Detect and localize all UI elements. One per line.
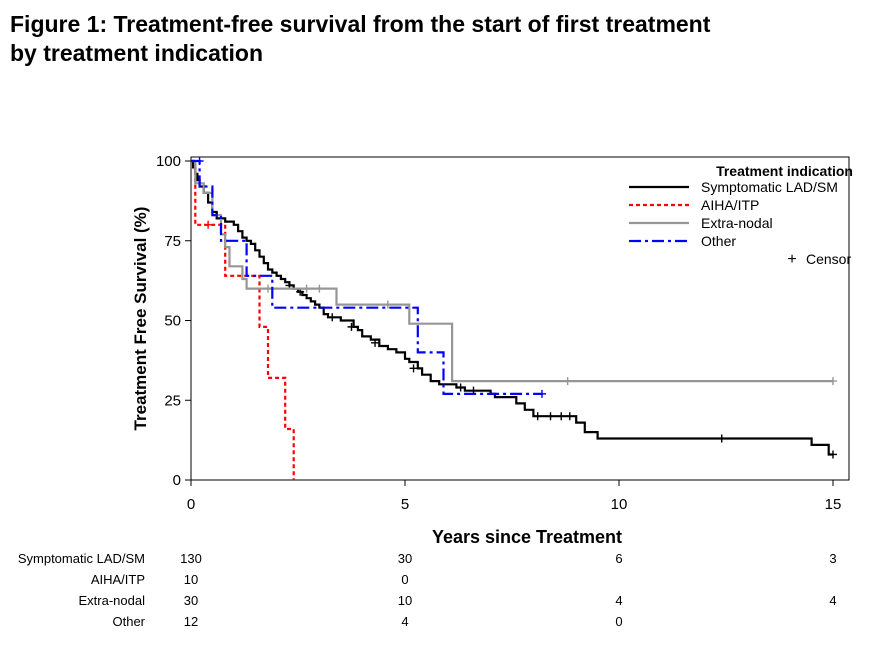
censor-mark — [563, 377, 572, 386]
risk-count: 12 — [184, 614, 198, 629]
censor-mark — [565, 412, 574, 421]
censor-mark — [717, 434, 726, 443]
series-line — [191, 159, 542, 395]
legend-item-label: Extra-nodal — [701, 215, 773, 231]
y-tick-label: 25 — [164, 392, 181, 409]
censor-mark — [347, 322, 356, 331]
x-tick-label: 10 — [611, 496, 628, 513]
series-line — [191, 159, 833, 456]
censor-mark — [264, 284, 273, 293]
risk-count: 130 — [180, 551, 202, 566]
risk-count: 0 — [401, 572, 408, 587]
risk-row-label: Extra-nodal — [79, 593, 146, 608]
y-axis-label: Treatment Free Survival (%) — [131, 207, 150, 431]
risk-count: 30 — [398, 551, 412, 566]
figure-title-line-2: by treatment indication — [10, 40, 264, 66]
x-axis: 0 5 10 15 Years since Treatment — [187, 480, 842, 547]
risk-row-label: Other — [112, 614, 145, 629]
censor-mark — [533, 412, 542, 421]
y-tick-label: 0 — [173, 472, 181, 489]
y-tick-label: 75 — [164, 233, 181, 250]
censor-mark — [409, 364, 418, 373]
figure-title: Figure 1: Treatment-free survival from t… — [10, 10, 860, 68]
survival-curves — [191, 157, 837, 480]
x-tick-label: 15 — [825, 496, 842, 513]
censor-mark — [302, 284, 311, 293]
legend-item-label: AIHA/ITP — [701, 197, 759, 213]
x-tick-label: 0 — [187, 496, 195, 513]
risk-row-label: AIHA/ITP — [91, 572, 145, 587]
risk-count: 30 — [184, 593, 198, 608]
risk-count: 10 — [184, 572, 198, 587]
x-tick-label: 5 — [401, 496, 409, 513]
censor-legend-label: Censor — [806, 251, 851, 267]
legend-item-label: Other — [701, 233, 736, 249]
figure-title-line-1: Figure 1: Treatment-free survival from t… — [10, 11, 711, 37]
risk-count: 10 — [398, 593, 412, 608]
censor-mark — [371, 338, 380, 347]
series-0 — [191, 159, 837, 459]
risk-row-label: Symptomatic LAD/SM — [18, 551, 145, 566]
censor-mark — [204, 220, 213, 229]
censor-mark — [829, 450, 837, 459]
series-1 — [191, 159, 295, 480]
censor-mark — [456, 383, 465, 392]
censor-mark — [383, 300, 392, 309]
y-tick-label: 50 — [164, 313, 181, 330]
legend-title: Treatment indication — [716, 163, 853, 179]
risk-count: 4 — [401, 614, 408, 629]
risk-count: 4 — [829, 593, 836, 608]
risk-count: 6 — [615, 551, 622, 566]
series-2 — [191, 159, 837, 386]
censor-mark — [195, 157, 204, 165]
risk-count: 3 — [829, 551, 836, 566]
legend-item-label: Symptomatic LAD/SM — [701, 179, 838, 195]
y-axis: 0 25 50 75 100 Treatment Free Survival (%) — [131, 153, 191, 489]
x-axis-label: Years since Treatment — [432, 527, 622, 547]
censor-legend-symbol: + — [787, 251, 796, 268]
censor-mark — [537, 389, 546, 398]
y-tick-label: 100 — [156, 153, 181, 170]
risk-count: 4 — [615, 593, 622, 608]
series-3 — [191, 157, 546, 398]
censor-mark — [557, 412, 566, 421]
series-line — [191, 159, 833, 383]
plot-frame — [190, 156, 850, 481]
censor-mark — [328, 313, 337, 322]
series-line — [191, 159, 295, 480]
risk-table: Symptomatic LAD/SM 130 30 6 3 AIHA/ITP 10 0 Extr… — [18, 551, 837, 629]
censor-mark — [315, 284, 324, 293]
censor-mark — [829, 377, 837, 386]
risk-count: 0 — [615, 614, 622, 629]
censor-mark — [546, 412, 555, 421]
